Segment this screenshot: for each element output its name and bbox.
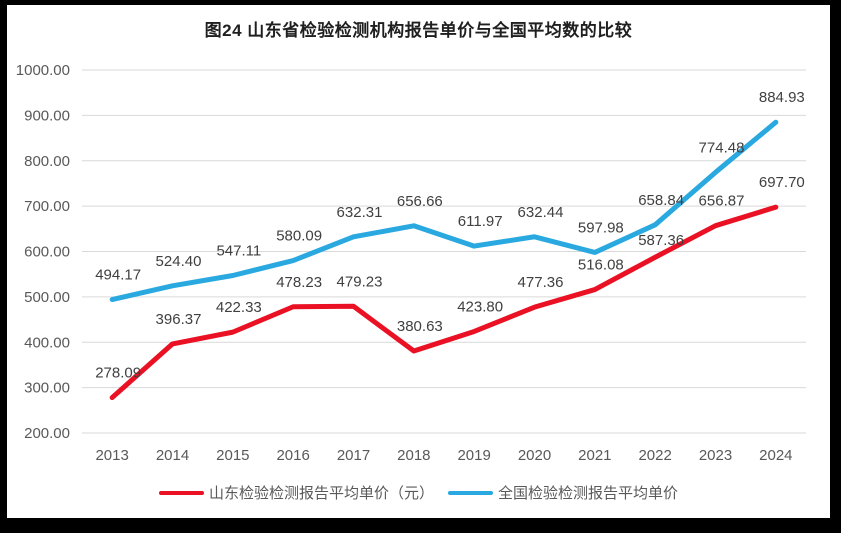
data-label: 587.36 (638, 232, 684, 249)
chart-legend: 山东检验检测报告平均单价（元） 全国检验检测报告平均单价 (7, 482, 830, 503)
line-chart-plot: 200.00 300.00 400.00 500.00 600.00 700.00 800.… (16, 62, 806, 464)
series-line-national (109, 119, 779, 303)
data-label: 697.70 (759, 174, 805, 191)
x-axis-tick-label: 2022 (638, 447, 671, 464)
x-axis-tick-label: 2020 (518, 447, 551, 464)
data-label: 477.36 (518, 274, 564, 291)
legend-line-swatch-red (158, 490, 204, 495)
y-axis-tick-label: 600.00 (24, 244, 70, 261)
data-label: 478.23 (276, 274, 322, 291)
y-axis-tick-label: 1000.00 (16, 62, 70, 79)
data-label: 597.98 (578, 219, 624, 236)
data-label: 547.11 (216, 242, 261, 259)
data-label: 632.31 (337, 204, 383, 221)
legend-line-swatch-blue (448, 490, 493, 495)
data-label: 396.37 (156, 311, 202, 328)
data-label: 656.87 (699, 193, 745, 210)
x-axis-tick-label: 2021 (578, 447, 611, 464)
x-axis-tick-label: 2013 (95, 447, 128, 464)
data-label: 580.09 (276, 228, 322, 245)
data-label: 611.97 (458, 213, 503, 230)
y-axis-tick-label: 800.00 (24, 153, 70, 170)
chart-card: 图24 山东省检验检测机构报告单价与全国平均数的比较 200.00 300.00 4… (7, 5, 830, 518)
y-axis-tick-label: 500.00 (24, 289, 70, 306)
legend-label-shandong: 山东检验检测报告平均单价（元） (208, 485, 434, 502)
x-axis-tick-label: 2015 (216, 447, 249, 464)
chart-title: 图24 山东省检验检测机构报告单价与全国平均数的比较 (204, 21, 633, 40)
x-axis-tick-label: 2014 (156, 447, 189, 464)
y-axis-tick-label: 900.00 (24, 107, 70, 124)
x-axis-tick-label: 2023 (699, 447, 732, 464)
data-label: 656.66 (397, 193, 443, 210)
data-label: 479.23 (337, 273, 383, 290)
data-label: 632.44 (518, 204, 564, 221)
x-axis-tick-label: 2016 (276, 447, 309, 464)
y-axis-tick-label: 700.00 (24, 198, 70, 215)
x-axis-tick-label: 2024 (759, 447, 792, 464)
y-axis-tick-label: 300.00 (24, 380, 70, 397)
y-axis-tick-label: 200.00 (24, 425, 70, 442)
x-axis-tick-label: 2017 (337, 447, 370, 464)
data-label: 524.40 (156, 253, 202, 270)
data-label: 774.48 (699, 139, 745, 156)
y-axis-tick-label: 400.00 (24, 334, 70, 351)
data-label: 494.17 (95, 267, 141, 284)
series-line-shandong (109, 204, 779, 401)
x-axis-tick-label: 2019 (457, 447, 490, 464)
legend-item-shandong: 山东检验检测报告平均单价（元） (158, 482, 434, 503)
data-label: 423.80 (457, 298, 503, 315)
data-label: 658.84 (638, 192, 684, 209)
data-label: 380.63 (397, 318, 443, 335)
data-label: 422.33 (216, 299, 262, 316)
data-label: 278.09 (95, 365, 141, 382)
legend-label-national: 全国检验检测报告平均单价 (498, 485, 679, 502)
x-axis-tick-label: 2018 (397, 447, 430, 464)
data-label: 884.93 (759, 89, 805, 106)
legend-item-national: 全国检验检测报告平均单价 (448, 482, 678, 503)
data-label: 516.08 (578, 257, 624, 274)
